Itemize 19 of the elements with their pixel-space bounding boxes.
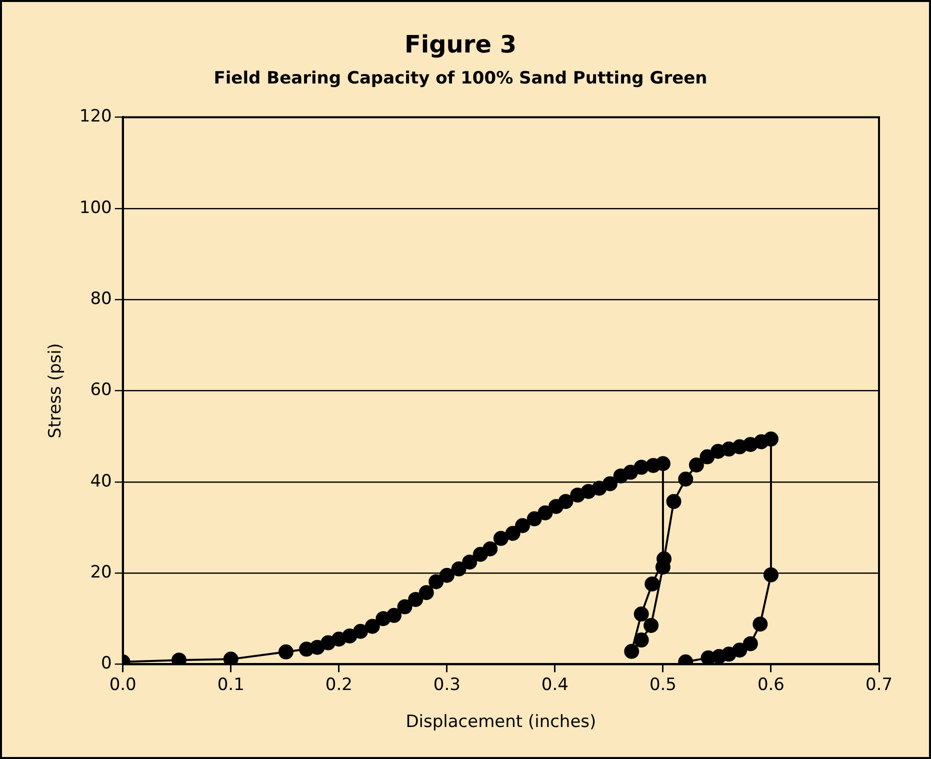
y-tick-label: 20 <box>90 562 112 582</box>
y-tick-label: 60 <box>90 380 112 400</box>
x-tick-label: 0.2 <box>325 674 352 695</box>
y-tick-label: 40 <box>90 471 112 492</box>
y-axis-title: Stress (psi) <box>46 343 66 438</box>
x-tick-label: 0.0 <box>109 674 136 695</box>
y-tick-label: 80 <box>90 288 112 309</box>
y-tick-label: 100 <box>79 198 112 218</box>
x-tick-label: 0.4 <box>541 674 568 695</box>
x-tick-label: 0.5 <box>649 674 676 695</box>
x-axis-title: Displacement (inches) <box>406 712 596 732</box>
x-tick-label: 0.7 <box>865 674 893 695</box>
y-tick-label: 0 <box>101 654 112 674</box>
x-tick-label: 0.3 <box>433 674 460 695</box>
y-tick-label: 120 <box>79 106 112 127</box>
chart-subtitle: Field Bearing Capacity of 100% Sand Putting Green <box>214 68 708 88</box>
x-tick-label: 0.6 <box>757 674 784 695</box>
x-tick-label: 0.1 <box>217 674 244 695</box>
chart-title: Figure 3 <box>404 30 517 59</box>
